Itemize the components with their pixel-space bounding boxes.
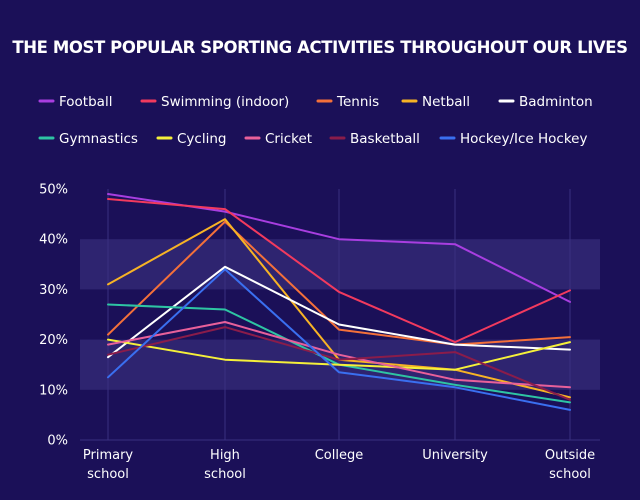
legend-item-football[interactable]: Football <box>38 94 112 110</box>
x-tick-label: Outside <box>545 448 595 463</box>
x-tick-label: University <box>422 448 488 463</box>
legend-item-netball[interactable]: Netball <box>401 94 470 110</box>
legend-label: Hockey/Ice Hockey <box>460 131 587 147</box>
y-tick-label: 40% <box>39 233 68 248</box>
x-tick-label: High <box>210 448 240 463</box>
legend-item-tennis[interactable]: Tennis <box>316 94 379 110</box>
y-tick-label: 0% <box>47 434 68 449</box>
legend-item-cricket[interactable]: Cricket <box>244 131 312 147</box>
x-tick-label: school <box>87 467 129 482</box>
legend-item-hockey-ice-hockey[interactable]: Hockey/Ice Hockey <box>439 131 587 147</box>
x-tick-label: school <box>549 467 591 482</box>
x-tick-label: College <box>315 448 364 463</box>
series-line-basketball[interactable] <box>107 326 571 401</box>
series-lines <box>107 193 571 411</box>
y-tick-label: 20% <box>39 333 68 348</box>
legend-label: Cycling <box>177 131 226 147</box>
series-line-badminton[interactable] <box>107 265 571 359</box>
x-axis: Primary school High school College University… <box>83 448 595 482</box>
series-line-tennis[interactable] <box>107 220 571 346</box>
legend-label: Gymnastics <box>59 131 138 147</box>
legend-label: Football <box>59 94 112 110</box>
legend-label: Tennis <box>336 94 379 110</box>
series-line-swimming-indoor[interactable] <box>107 198 571 344</box>
legend-label: Basketball <box>350 131 420 147</box>
series-line-hockey-ice-hockey[interactable] <box>107 268 571 411</box>
legend-item-cycling[interactable]: Cycling <box>156 131 226 147</box>
legend-label: Cricket <box>265 131 312 147</box>
y-tick-label: 30% <box>39 283 68 298</box>
legend-item-swimming-indoor[interactable]: Swimming (indoor) <box>140 94 289 110</box>
legend-item-badminton[interactable]: Badminton <box>498 94 593 110</box>
legend-label: Netball <box>422 94 470 110</box>
legend[interactable]: Football Swimming (indoor) Tennis Netball Ba… <box>38 94 593 147</box>
legend-item-gymnastics[interactable]: Gymnastics <box>38 131 138 147</box>
legend-label: Swimming (indoor) <box>161 94 289 110</box>
x-tick-label: school <box>204 467 246 482</box>
series-line-cycling[interactable] <box>107 338 571 371</box>
y-tick-label: 10% <box>39 383 68 398</box>
grid-band <box>80 239 600 290</box>
legend-label: Badminton <box>519 94 593 110</box>
legend-item-basketball[interactable]: Basketball <box>329 131 420 147</box>
chart-title: THE MOST POPULAR SPORTING ACTIVITIES THR… <box>12 38 627 57</box>
x-tick-label: Primary <box>83 448 134 463</box>
y-tick-label: 50% <box>39 183 68 198</box>
series-line-cricket[interactable] <box>107 321 571 389</box>
y-axis: 0% 10% 20% 30% 40% 50% <box>39 183 68 449</box>
